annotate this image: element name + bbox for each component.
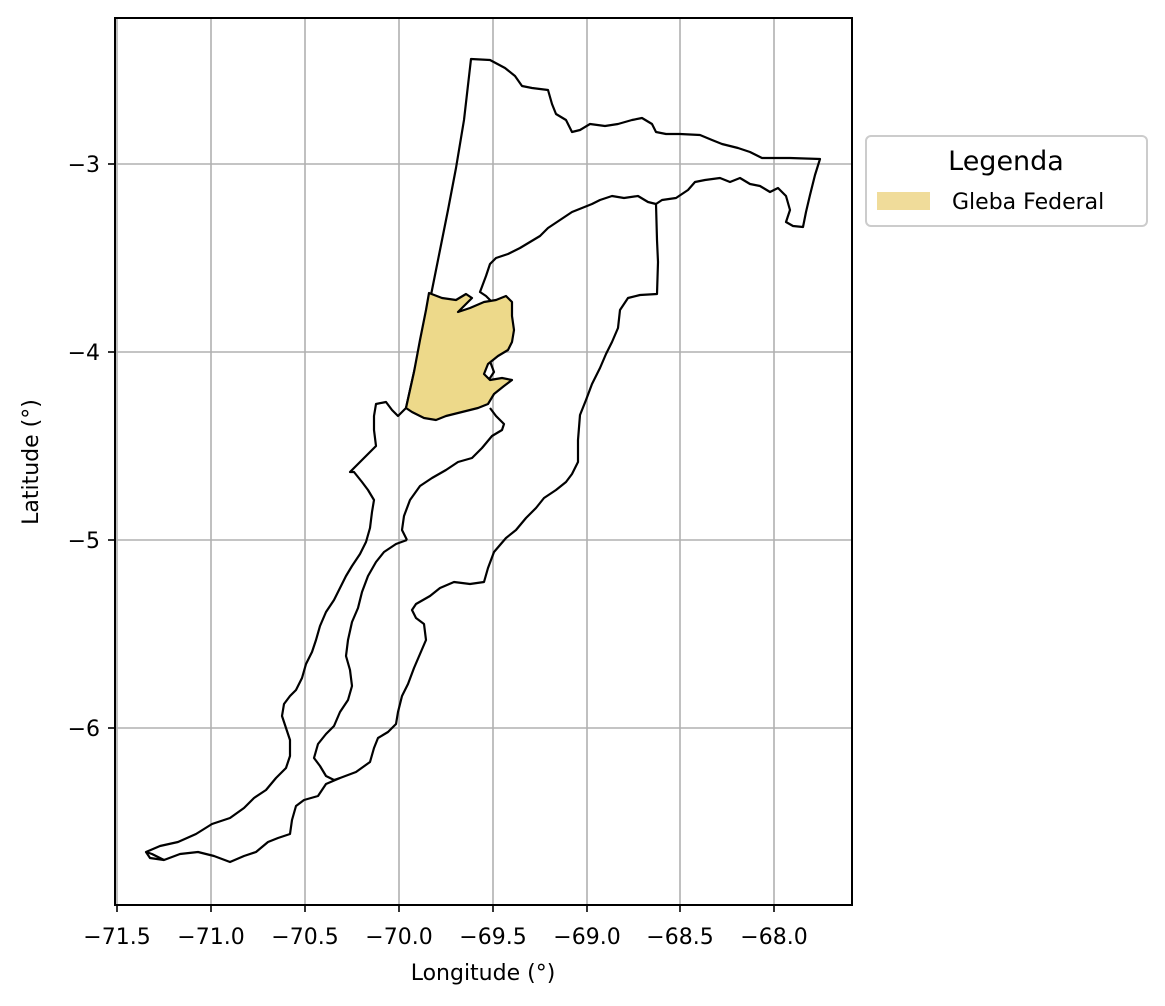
x-tick-labels: −71.5 −71.0 −70.5 −70.0 −69.5 −69.0 −68.… [83, 925, 807, 950]
x-tick-label: −69.5 [459, 925, 526, 950]
y-tick-marks [108, 163, 115, 729]
corridor-line-middle [400, 407, 506, 541]
x-tick-label: −71.5 [83, 925, 150, 950]
legend-title: Legenda [948, 146, 1064, 177]
y-tick-label: −4 [68, 341, 100, 366]
legend: Legenda Gleba Federal [865, 135, 1148, 227]
y-tick-label: −5 [68, 529, 100, 554]
legend-box [865, 135, 1148, 227]
y-axis-label: Latitude (°) [19, 399, 44, 525]
x-tick-label: −68.0 [740, 925, 807, 950]
x-tick-label: −68.5 [646, 925, 713, 950]
x-tick-label: −70.5 [271, 925, 338, 950]
x-tick-label: −71.0 [177, 925, 244, 950]
municipality-outline [144, 57, 822, 864]
x-tick-label: −69.0 [553, 925, 620, 950]
y-tick-label: −6 [68, 717, 100, 742]
y-tick-label: −3 [68, 153, 100, 178]
x-tick-marks [116, 905, 775, 912]
axes-frame [114, 17, 853, 906]
legend-label-gleba-federal: Gleba Federal [952, 190, 1104, 215]
corridor-line-south [145, 851, 165, 862]
gleba-federal-area [404, 291, 516, 422]
y-tick-labels: −3 −4 −5 −6 [68, 153, 100, 742]
x-tick-label: −70.0 [365, 925, 432, 950]
corridor-line-west [312, 538, 408, 782]
legend-swatch-gleba-federal [877, 192, 930, 210]
gridlines [115, 18, 852, 905]
x-axis-label: Longitude (°) [411, 961, 556, 986]
